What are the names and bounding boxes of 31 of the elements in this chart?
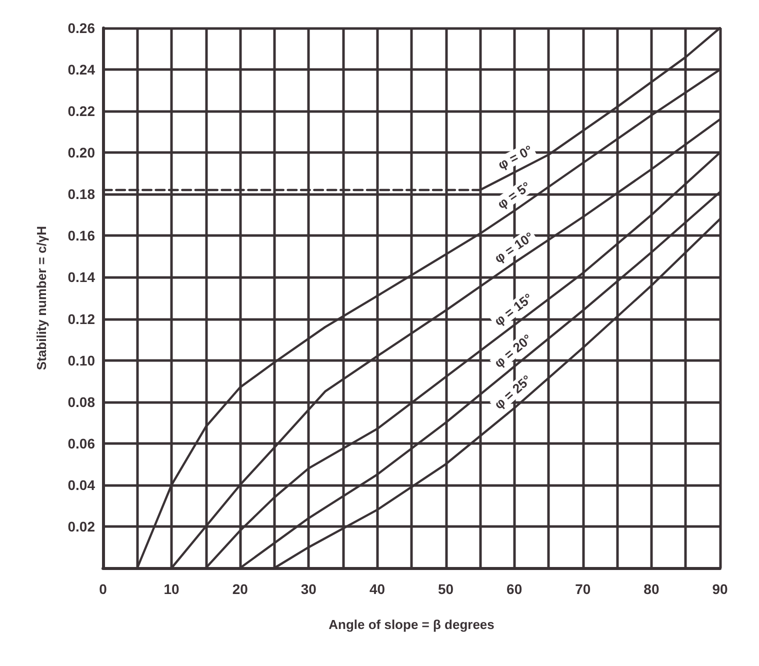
- y-tick-label: 0.22: [68, 103, 96, 120]
- y-tick-label: 0.18: [68, 186, 96, 202]
- y-tick-label: 0.02: [68, 518, 96, 534]
- x-tick-label: 0: [99, 581, 108, 597]
- text: φ = 20°: [491, 331, 535, 371]
- text: φ = 15°: [491, 290, 536, 329]
- x-tick-label: 40: [369, 581, 386, 597]
- y-tick-label: 0.26: [68, 20, 96, 36]
- x-tick-label: 60: [506, 581, 522, 597]
- y-tick-label: 0.10: [68, 352, 96, 368]
- y-tick-label: 0.04: [68, 476, 96, 493]
- y-tick-label: 0.16: [68, 228, 96, 244]
- y-tick-label: 0.06: [68, 435, 96, 452]
- y-tick-label: 0.24: [68, 62, 96, 78]
- y-tick-label: 0.14: [68, 269, 96, 286]
- x-tick-label: 80: [644, 581, 660, 597]
- x-tick-label: 90: [712, 581, 728, 597]
- text: φ = 0°: [496, 142, 535, 172]
- x-tick-label: 20: [232, 581, 248, 597]
- x-tick-label: 10: [164, 581, 180, 597]
- y-tick-label: 0.20: [68, 144, 96, 161]
- x-tick-label: 70: [575, 581, 591, 597]
- text: φ = 10°: [492, 229, 536, 266]
- y-tick-label: 0.08: [68, 394, 96, 410]
- text: φ = 25°: [491, 372, 534, 412]
- text: φ = 5°: [494, 178, 534, 212]
- y-tick-label: 0.12: [68, 310, 96, 327]
- x-tick-label: 30: [300, 581, 317, 597]
- x-axis-title: Angle of slope = β degrees: [328, 617, 494, 632]
- y-axis-title: Stability number = c/γH: [34, 226, 49, 370]
- x-tick-label: 50: [438, 581, 454, 597]
